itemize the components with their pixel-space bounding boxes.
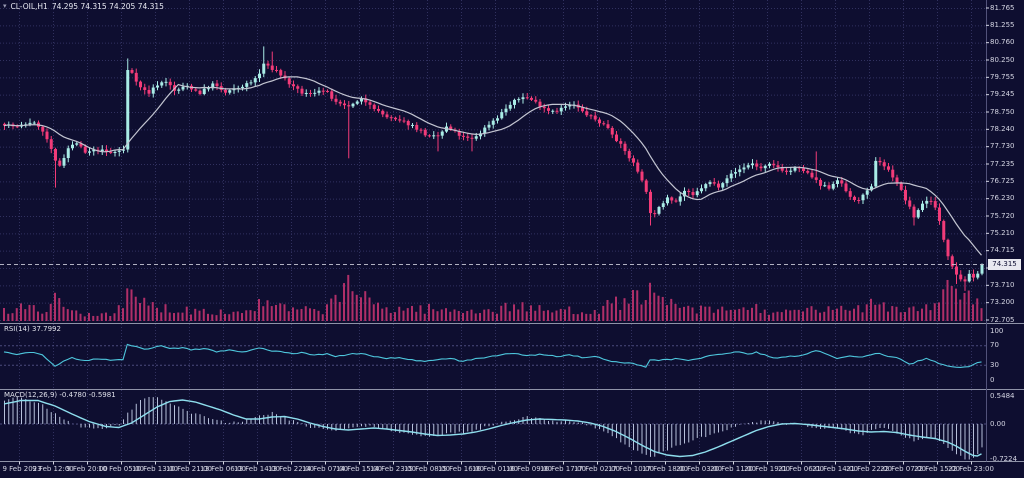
- price-axis-label: 77.730: [990, 142, 1015, 151]
- price-axis-label: 77.235: [990, 159, 1015, 168]
- rsi-line: [3, 343, 982, 368]
- price-axis-label: 78.240: [990, 124, 1015, 133]
- time-axis-label: 14 Feb 23:00: [370, 465, 416, 473]
- candlesticks: [3, 46, 984, 291]
- rsi-axis-label: 70: [990, 341, 999, 350]
- price-axis-label: 72.705: [990, 315, 1015, 324]
- time-axis-label: 22 Feb 23:00: [948, 465, 994, 473]
- time-axis-label: 17 Feb 02:00: [574, 465, 620, 473]
- time-axis-label: 20 Feb 03:00: [676, 465, 722, 473]
- price-axis-label: 81.765: [990, 3, 1015, 12]
- time-axis-label: 14 Feb 07:00: [302, 465, 348, 473]
- price-axis-label: 73.710: [990, 280, 1015, 289]
- time-axis-label: 22 Feb 07:00: [880, 465, 926, 473]
- time-axis-label: 22 Feb 15:00: [914, 465, 960, 473]
- time-axis-label: 13 Feb 14:00: [234, 465, 280, 473]
- macd-signal-line: [3, 399, 982, 458]
- macd-name: MACD(12,26,9): [4, 391, 58, 399]
- symbol-label: CL-OIL,H1: [10, 2, 48, 11]
- time-axis-label: 16 Feb 09:00: [506, 465, 552, 473]
- price-axis-label: 75.210: [990, 228, 1015, 237]
- macd-indicator-label: MACD(12,26,9) -0.4780 -0.5981: [4, 391, 116, 399]
- time-axis-label: 15 Feb 16:00: [438, 465, 484, 473]
- time-axis-label: 10 Feb 21:00: [166, 465, 212, 473]
- time-axis-label: 20 Feb 19:00: [744, 465, 790, 473]
- time-axis-label: 21 Feb 14:00: [812, 465, 858, 473]
- time-axis-label: 13 Feb 06:00: [200, 465, 246, 473]
- rsi-name: RSI(14): [4, 325, 30, 333]
- price-axis-label: 80.250: [990, 55, 1015, 64]
- price-axis-label: 80.760: [990, 38, 1015, 47]
- time-axis-label: 21 Feb 06:00: [778, 465, 824, 473]
- time-axis-label: 21 Feb 22:00: [846, 465, 892, 473]
- price-axis-label: 79.755: [990, 72, 1015, 81]
- price-axis-label: 73.200: [990, 298, 1015, 307]
- price-axis-label: 74.715: [990, 246, 1015, 255]
- panel-frame: [0, 0, 1024, 465]
- price-axis-label: 76.725: [990, 176, 1015, 185]
- rsi-axis-label: 30: [990, 360, 999, 369]
- rsi-value: 37.7992: [31, 325, 61, 333]
- ohlc-values: 74.295 74.315 74.205 74.315: [51, 2, 164, 11]
- macd-values: -0.4780 -0.5981: [59, 391, 116, 399]
- time-axis-label: 15 Feb 08:00: [404, 465, 450, 473]
- price-axis-label: 76.230: [990, 194, 1015, 203]
- rsi-indicator-label: RSI(14) 37.7992: [4, 325, 61, 333]
- macd-histogram: [4, 396, 983, 460]
- time-axis-label: 13 Feb 22:00: [268, 465, 314, 473]
- time-axis-label: 9 Feb 12:00: [32, 465, 74, 473]
- price-axis-label: 75.720: [990, 211, 1015, 220]
- time-axis-label: 10 Feb 13:00: [132, 465, 178, 473]
- time-axis-label: 20 Feb 11:00: [710, 465, 756, 473]
- rsi-axis-label: 0: [990, 375, 995, 384]
- price-axis-label: 81.255: [990, 20, 1015, 29]
- moving-average-line: [3, 76, 982, 256]
- price-axis-label: 78.750: [990, 107, 1015, 116]
- time-axis-label: 9 Feb 20:00: [66, 465, 108, 473]
- time-axis-label: 16 Feb 17:00: [540, 465, 586, 473]
- macd-axis-label: 0.5484: [990, 392, 1015, 401]
- time-axis-label: 17 Feb 18:00: [642, 465, 688, 473]
- time-axis-label: 10 Feb 05:00: [98, 465, 144, 473]
- symbol-ohlc-label: ▾ CL-OIL,H1 74.295 74.315 74.205 74.315: [3, 2, 164, 11]
- time-axis-label: 16 Feb 01:00: [472, 465, 518, 473]
- current-price-box: 74.315: [988, 259, 1021, 270]
- time-axis-label: 14 Feb 15:00: [336, 465, 382, 473]
- time-axis-label: 17 Feb 10:00: [608, 465, 654, 473]
- time-axis-label: 9 Feb 2023: [2, 465, 42, 473]
- macd-axis-label: -0.7224: [990, 455, 1018, 463]
- price-axis-label: 79.245: [990, 90, 1015, 99]
- rsi-axis-label: 100: [990, 326, 1004, 335]
- window-menu-icon[interactable]: ▾: [3, 2, 7, 10]
- grid: [0, 0, 986, 462]
- volume-bars: [3, 274, 983, 321]
- macd-axis-label: 0.00: [990, 419, 1006, 428]
